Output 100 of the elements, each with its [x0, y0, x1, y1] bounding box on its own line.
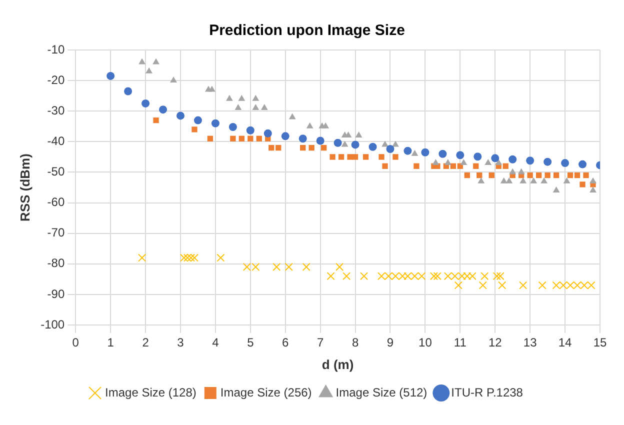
- y-tick-label: -50: [47, 164, 65, 179]
- point: [238, 94, 246, 101]
- x-tick-label: 10: [418, 336, 432, 350]
- point: [526, 156, 534, 165]
- x-tick-label: 15: [593, 336, 607, 350]
- point: [268, 144, 274, 151]
- legend-label: ITU-R P.1238: [451, 385, 524, 400]
- point: [540, 177, 548, 184]
- point: [360, 272, 368, 280]
- point: [281, 132, 290, 140]
- point: [492, 272, 501, 280]
- point: [246, 126, 254, 134]
- point: [484, 159, 492, 166]
- point: [226, 94, 233, 101]
- point: [341, 140, 348, 147]
- point: [300, 144, 306, 151]
- point: [368, 142, 377, 151]
- y-tick-label: -30: [47, 103, 65, 118]
- point: [142, 99, 150, 108]
- point: [159, 106, 168, 114]
- y-tick-label: -90: [47, 286, 65, 301]
- point: [153, 117, 159, 124]
- point: [411, 150, 418, 156]
- point: [284, 262, 293, 271]
- point: [272, 262, 281, 271]
- point: [463, 272, 472, 280]
- point: [590, 186, 596, 193]
- point: [211, 119, 220, 128]
- point: [573, 281, 582, 290]
- point: [248, 136, 254, 142]
- point: [386, 145, 394, 153]
- point: [410, 272, 419, 280]
- point: [252, 104, 260, 110]
- point: [252, 94, 260, 101]
- point: [298, 134, 307, 143]
- point: [418, 272, 426, 280]
- x-tick-label: 13: [523, 336, 538, 350]
- point: [152, 58, 160, 64]
- point: [590, 177, 596, 184]
- point: [566, 281, 574, 290]
- point: [378, 154, 384, 160]
- point: [170, 76, 177, 83]
- y-tick-label: -20: [47, 72, 65, 87]
- point: [552, 186, 560, 193]
- point: [230, 136, 236, 142]
- point: [438, 150, 447, 158]
- point: [192, 126, 198, 132]
- point: [322, 122, 330, 128]
- legend-label: Image Size (128): [105, 385, 196, 400]
- point: [500, 177, 508, 184]
- point: [334, 138, 342, 147]
- point: [544, 158, 552, 166]
- point: [552, 281, 560, 290]
- y-tick-label: -80: [47, 256, 65, 270]
- point: [464, 172, 470, 178]
- point: [392, 140, 399, 147]
- point: [288, 113, 296, 120]
- point: [538, 281, 546, 290]
- point: [362, 154, 369, 160]
- point: [567, 172, 574, 178]
- x-tick-label: 3: [177, 336, 184, 350]
- point: [326, 272, 335, 280]
- point: [580, 281, 588, 290]
- x-axis-title: d (m): [322, 356, 354, 372]
- point: [176, 112, 184, 120]
- point: [506, 177, 513, 184]
- point: [520, 177, 527, 184]
- point: [508, 155, 517, 164]
- point: [106, 72, 115, 80]
- x-tick-label: 5: [247, 336, 254, 350]
- point: [302, 262, 310, 271]
- point: [392, 154, 398, 160]
- point: [180, 254, 188, 262]
- point: [536, 172, 542, 178]
- point: [252, 262, 260, 271]
- point: [146, 67, 152, 74]
- point: [580, 182, 586, 188]
- point: [207, 136, 214, 142]
- x-tick-label: 11: [454, 336, 467, 350]
- point: [421, 148, 430, 156]
- point: [458, 272, 466, 280]
- x-tick-label: 14: [558, 336, 572, 350]
- point: [460, 159, 468, 166]
- point: [404, 146, 412, 155]
- point: [124, 87, 132, 96]
- point: [183, 254, 192, 262]
- point: [398, 272, 407, 280]
- chart-title: Prediction upon Image Size: [209, 22, 405, 40]
- point: [338, 154, 344, 160]
- point: [587, 281, 596, 290]
- point: [433, 272, 442, 280]
- y-tick-label: -60: [47, 195, 65, 210]
- x-tick-label: 2: [142, 336, 150, 350]
- point: [330, 154, 336, 160]
- x-tick-label: 1: [107, 336, 114, 350]
- point: [186, 254, 196, 262]
- point: [391, 272, 400, 280]
- point: [430, 272, 438, 280]
- point: [382, 163, 388, 169]
- point: [476, 172, 482, 178]
